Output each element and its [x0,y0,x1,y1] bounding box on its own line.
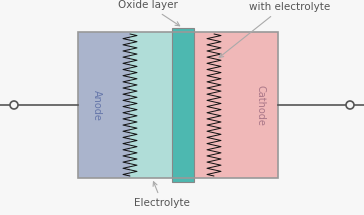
Text: Oxide layer: Oxide layer [118,0,180,26]
Bar [194,32,278,178]
Circle shape [10,101,18,109]
Bar [78,32,278,178]
Circle shape [346,101,354,109]
Bar [78,32,278,178]
Bar [172,28,194,182]
Bar [130,32,236,178]
Text: Electrolyte: Electrolyte [134,182,190,208]
Text: Cathode: Cathode [255,84,265,125]
Text: Anode: Anode [92,90,102,120]
Text: Paper saturated
with electrolyte: Paper saturated with electrolyte [219,0,332,57]
